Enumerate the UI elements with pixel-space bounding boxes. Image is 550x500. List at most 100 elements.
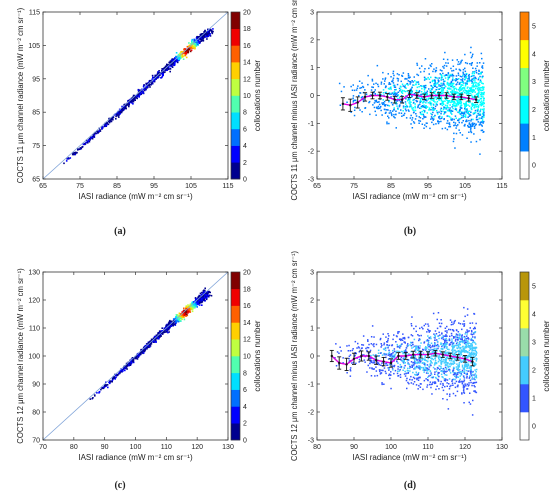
scatter-point <box>475 69 478 72</box>
scatter-point <box>479 101 482 103</box>
scatter-point <box>128 104 130 107</box>
scatter-point <box>427 357 429 360</box>
scatter-point <box>464 109 467 111</box>
scatter-point <box>452 371 454 373</box>
scatter-point <box>437 345 440 347</box>
scatter-point <box>98 392 100 394</box>
scatter-point <box>209 33 211 35</box>
scatter-point <box>423 89 426 91</box>
scatter-point <box>444 85 447 88</box>
scatter-point <box>479 138 481 141</box>
scatter-point <box>382 89 385 91</box>
scatter-point <box>434 80 436 82</box>
scatter-point <box>440 380 442 383</box>
scatter-point <box>454 382 456 385</box>
scatter-point <box>392 349 394 352</box>
scatter-point <box>401 360 403 362</box>
scatter-point <box>483 108 485 110</box>
scatter-point <box>452 373 455 376</box>
scatter-point <box>430 112 432 115</box>
scatter-point <box>452 369 455 371</box>
scatter-point <box>478 99 481 101</box>
scatter-point <box>466 81 468 83</box>
x-tick-label: 75 <box>350 183 358 190</box>
scatter-point <box>421 113 423 116</box>
scatter-point <box>471 108 473 111</box>
scatter-point <box>419 99 422 101</box>
scatter-point <box>481 57 483 60</box>
scatter-point <box>348 355 351 358</box>
scatter-point <box>411 117 414 119</box>
scatter-point <box>438 331 440 334</box>
scatter-point <box>389 355 391 357</box>
scatter-point <box>427 97 430 100</box>
scatter-point <box>404 350 407 352</box>
scatter-point <box>359 92 361 94</box>
scatter-point <box>427 325 430 327</box>
scatter-point <box>388 369 390 371</box>
scatter-point <box>198 298 201 301</box>
scatter-point <box>420 334 422 337</box>
scatter-point <box>204 300 206 302</box>
scatter-point <box>197 300 200 303</box>
scatter-point <box>462 355 464 358</box>
scatter-point <box>382 99 384 101</box>
scatter-point <box>481 82 483 84</box>
scatter-point <box>454 80 457 82</box>
scatter-point <box>481 71 483 73</box>
scatter-point <box>416 73 418 76</box>
scatter-point <box>481 108 484 111</box>
scatter-point <box>450 117 452 119</box>
scatter-point <box>464 82 467 84</box>
scatter-point <box>458 342 460 345</box>
scatter-point <box>482 75 484 78</box>
scatter-point <box>103 125 106 128</box>
scatter-point <box>451 382 454 384</box>
scatter-point <box>474 336 476 338</box>
scatter-point <box>461 328 463 331</box>
scatter-point <box>462 74 464 77</box>
scatter-point <box>409 370 411 372</box>
scatter-point <box>479 123 481 125</box>
scatter-point <box>419 113 422 115</box>
scatter-point <box>401 74 403 77</box>
scatter-point <box>373 83 375 85</box>
scatter-point <box>119 371 121 373</box>
scatter-point <box>158 335 160 337</box>
scatter-point <box>189 46 191 49</box>
scatter-point <box>430 342 433 344</box>
scatter-point <box>140 350 143 353</box>
scatter-point <box>372 92 374 94</box>
scatter-point <box>426 339 429 341</box>
scatter-point <box>439 350 441 352</box>
scatter-point <box>444 77 447 79</box>
scatter-point <box>442 78 444 81</box>
scatter-point <box>407 359 409 361</box>
scatter-point <box>460 60 462 62</box>
scatter-point <box>458 92 460 94</box>
scatter-point <box>198 41 201 44</box>
scatter-point <box>442 360 444 362</box>
scatter-point <box>74 153 76 156</box>
scatter-point <box>431 79 434 82</box>
scatter-point <box>444 370 446 373</box>
scatter-point <box>438 121 440 123</box>
scatter-point <box>440 93 442 96</box>
scatter-point <box>426 122 428 124</box>
scatter-point <box>465 350 468 353</box>
scatter-point <box>205 35 207 38</box>
scatter-point <box>148 83 151 86</box>
scatter-point <box>417 105 419 108</box>
scatter-point <box>466 111 468 114</box>
scatter-point <box>397 332 399 335</box>
scatter-point <box>397 365 399 368</box>
scatter-point <box>483 105 485 108</box>
scatter-point <box>185 309 188 312</box>
colorbar-segment <box>231 95 240 113</box>
scatter-point <box>451 73 454 76</box>
scatter-point <box>447 78 449 81</box>
scatter-point <box>467 91 469 94</box>
x-tick-label: 115 <box>222 183 233 190</box>
scatter-point <box>480 73 482 75</box>
scatter-point <box>202 293 205 296</box>
